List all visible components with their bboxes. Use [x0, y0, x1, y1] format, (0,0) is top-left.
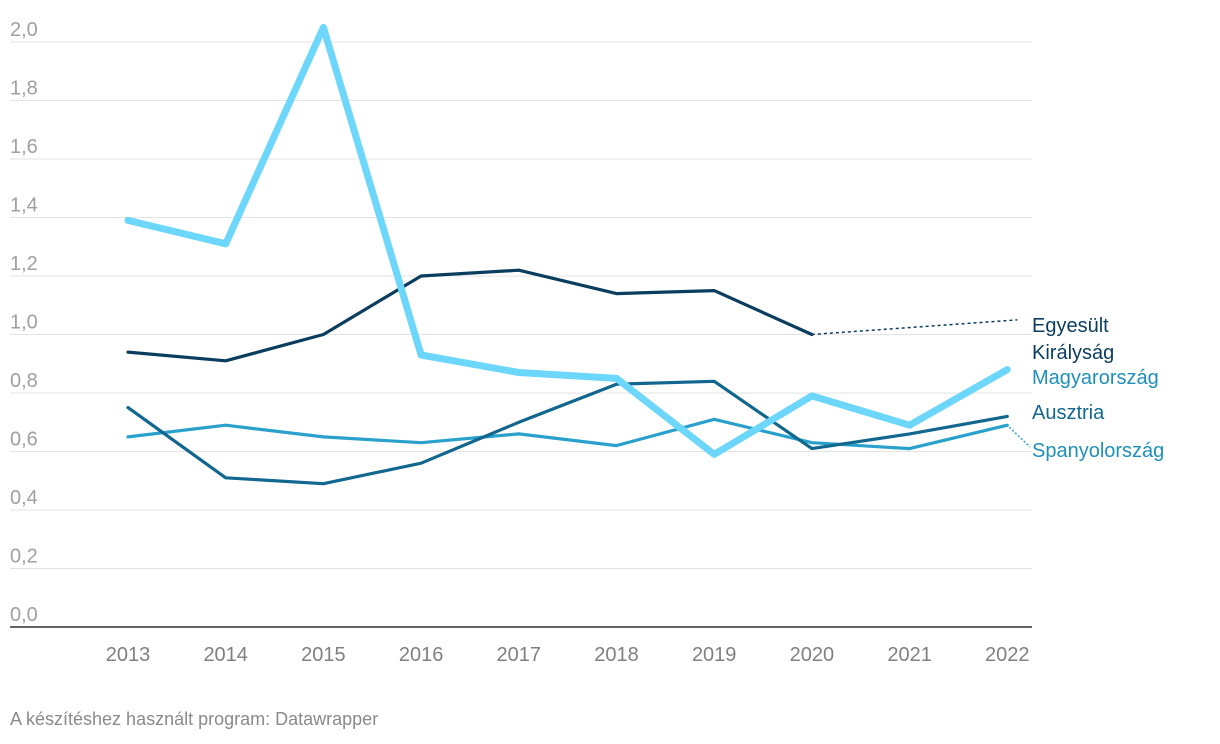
label-magyarorszag: Magyarország — [1032, 367, 1159, 389]
x-tick-label: 2016 — [399, 644, 444, 666]
y-tick-label: 0,6 — [10, 429, 38, 451]
x-tick-label: 2019 — [692, 644, 737, 666]
y-tick-label: 2,0 — [10, 19, 38, 41]
footer-credit: A készítéshez használt program: Datawrap… — [10, 709, 379, 729]
series-labels: Egyesült Királyság Magyarország Ausztria… — [1032, 315, 1164, 462]
label-uk-line2: Királyság — [1032, 342, 1114, 364]
x-tick-label: 2020 — [790, 644, 835, 666]
y-axis-ticks: 0,0 0,2 0,4 0,6 0,8 1,0 1,2 1,4 1,6 1,8 2,0 — [10, 19, 38, 626]
y-tick-label: 1,8 — [10, 78, 38, 100]
series-connector — [811, 319, 1018, 336]
label-uk-line1: Egyesült — [1032, 315, 1109, 337]
x-tick-label: 2022 — [985, 644, 1030, 666]
x-axis-ticks: 2013 2014 2015 2016 2017 2018 2019 2020 2021 2022 — [106, 644, 1030, 666]
series-connector — [1008, 426, 1031, 448]
y-tick-label: 1,6 — [10, 136, 38, 158]
y-tick-label: 1,2 — [10, 253, 38, 275]
series-line — [126, 417, 1009, 451]
label-ausztria: Ausztria — [1032, 402, 1105, 424]
gridlines — [10, 41, 1032, 569]
x-tick-label: 2021 — [887, 644, 932, 666]
series-line — [126, 268, 814, 363]
y-tick-label: 1,0 — [10, 312, 38, 334]
y-tick-label: 0,0 — [10, 604, 38, 626]
x-tick-label: 2018 — [594, 644, 639, 666]
series-line — [126, 379, 1009, 486]
y-tick-label: 0,4 — [10, 487, 38, 509]
label-spanyolorszag: Spanyolország — [1032, 440, 1164, 462]
x-tick-label: 2014 — [203, 644, 248, 666]
x-tick-label: 2015 — [301, 644, 346, 666]
series-line — [124, 23, 1011, 458]
y-tick-label: 1,4 — [10, 195, 38, 217]
y-tick-label: 0,8 — [10, 370, 38, 392]
series-lines — [124, 23, 1031, 486]
x-tick-label: 2013 — [106, 644, 151, 666]
y-tick-label: 0,2 — [10, 546, 38, 568]
x-tick-label: 2017 — [497, 644, 542, 666]
